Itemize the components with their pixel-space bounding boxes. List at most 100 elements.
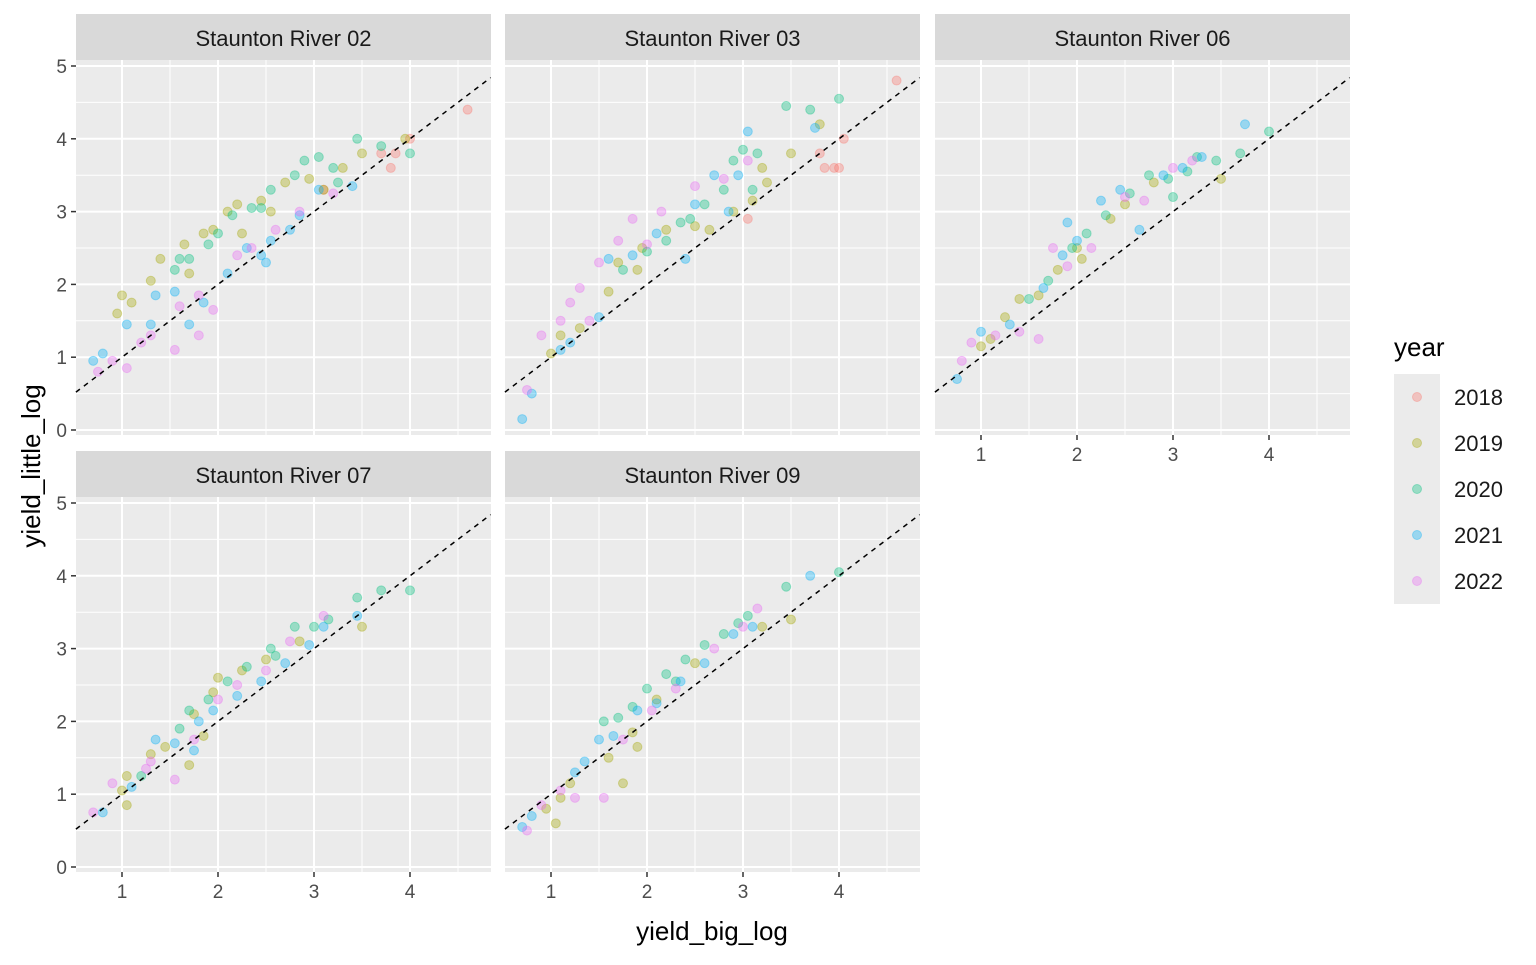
- data-point-2021: [517, 414, 528, 425]
- data-point-2020: [718, 184, 729, 195]
- data-point-2019: [237, 665, 247, 676]
- data-point-2018: [834, 162, 844, 173]
- panel-staunton-river-03: [502, 60, 921, 435]
- data-point-2021: [651, 698, 662, 709]
- data-point-2021: [1134, 224, 1145, 235]
- facet-strip: [935, 14, 1350, 60]
- data-point-2022: [536, 800, 547, 811]
- data-point-2020: [781, 581, 792, 592]
- data-point-2021: [294, 210, 305, 221]
- data-point-2022: [670, 683, 681, 694]
- data-point-2020: [241, 661, 252, 672]
- data-point-2022: [169, 344, 180, 355]
- legend-marker-2022: [1412, 576, 1422, 586]
- panel-staunton-river-02: [73, 60, 492, 435]
- data-point-2020: [184, 705, 195, 716]
- data-point-2020: [1168, 192, 1178, 203]
- panel-staunton-river-09: [502, 497, 921, 872]
- data-point-2021: [198, 297, 209, 308]
- data-point-2019: [1076, 253, 1087, 264]
- data-point-2021: [810, 122, 820, 133]
- facet-title: Staunton River 06: [1054, 26, 1230, 51]
- data-point-2020: [1081, 228, 1092, 239]
- data-point-2022: [1139, 195, 1150, 206]
- data-point-2019: [546, 348, 556, 359]
- data-point-2020: [675, 217, 686, 228]
- legend-key: [1394, 512, 1440, 558]
- data-point-2021: [594, 734, 604, 745]
- data-point-2020: [299, 155, 310, 166]
- data-point-2019: [574, 323, 585, 334]
- data-point-2022: [646, 705, 657, 716]
- data-point-2020: [213, 228, 223, 239]
- data-point-2020: [309, 621, 319, 632]
- y-tick-label: 2: [56, 712, 67, 733]
- x-tick-label: 2: [213, 882, 224, 903]
- y-tick-label: 1: [56, 785, 67, 806]
- data-point-2019: [1000, 312, 1010, 323]
- x-tick-label: 1: [976, 445, 987, 466]
- data-point-2021: [675, 676, 686, 687]
- data-point-2021: [699, 658, 710, 669]
- legend-label: 2018: [1454, 385, 1503, 410]
- data-point-2019: [1216, 173, 1226, 184]
- data-point-2020: [1067, 243, 1078, 253]
- data-point-2022: [598, 792, 609, 803]
- data-point-2020: [174, 723, 185, 734]
- panel-staunton-river-07: [73, 497, 492, 872]
- data-point-2022: [232, 680, 243, 690]
- data-point-2019: [232, 199, 243, 210]
- reference-line: [75, 514, 492, 830]
- data-point-2021: [1096, 195, 1106, 206]
- data-point-2020: [1182, 166, 1193, 177]
- data-point-2019: [1120, 199, 1130, 210]
- data-point-2022: [584, 315, 595, 326]
- data-point-2019: [357, 148, 367, 159]
- data-point-2020: [1163, 173, 1174, 184]
- data-point-2019: [160, 741, 171, 752]
- data-point-2022: [522, 384, 532, 395]
- data-point-2021: [690, 199, 700, 210]
- data-point-2022: [1033, 334, 1044, 344]
- data-point-2020: [352, 133, 363, 144]
- data-point-2019: [126, 297, 137, 308]
- data-point-2019: [261, 654, 271, 665]
- data-point-2022: [232, 250, 243, 261]
- data-point-2019: [237, 228, 247, 239]
- data-point-2020: [1124, 188, 1135, 199]
- data-point-2018: [819, 162, 830, 173]
- facet-strip: [76, 451, 491, 497]
- data-point-2019: [555, 330, 566, 341]
- data-point-2019: [757, 621, 768, 632]
- data-point-2019: [976, 341, 986, 352]
- x-tick-label: 3: [1168, 445, 1179, 466]
- data-point-2021: [121, 319, 132, 330]
- data-point-2020: [376, 141, 387, 152]
- data-point-2020: [1144, 170, 1154, 181]
- data-point-2020: [270, 650, 281, 661]
- data-point-2022: [570, 792, 580, 803]
- data-point-2022: [574, 283, 585, 294]
- x-tick-label: 1: [117, 882, 128, 903]
- data-point-2021: [208, 705, 219, 716]
- data-point-2019: [184, 268, 195, 279]
- data-point-2021: [526, 811, 537, 822]
- data-point-2019: [208, 687, 219, 698]
- facet-strip: [76, 14, 491, 60]
- data-point-2019: [145, 749, 156, 760]
- data-point-2018: [742, 213, 753, 224]
- data-point-2020: [1043, 275, 1054, 286]
- data-point-2020: [246, 202, 257, 213]
- data-point-2019: [786, 614, 796, 625]
- data-point-2019: [690, 221, 700, 232]
- data-point-2022: [261, 665, 271, 676]
- data-point-2020: [661, 235, 672, 246]
- data-point-2022: [1048, 243, 1058, 253]
- data-point-2022: [1062, 261, 1073, 272]
- x-tick-label: 4: [834, 882, 845, 903]
- y-tick-label: 4: [56, 567, 67, 588]
- data-point-2019: [117, 785, 127, 796]
- data-point-2020: [805, 104, 816, 115]
- data-point-2022: [565, 297, 576, 308]
- data-point-2020: [699, 639, 710, 650]
